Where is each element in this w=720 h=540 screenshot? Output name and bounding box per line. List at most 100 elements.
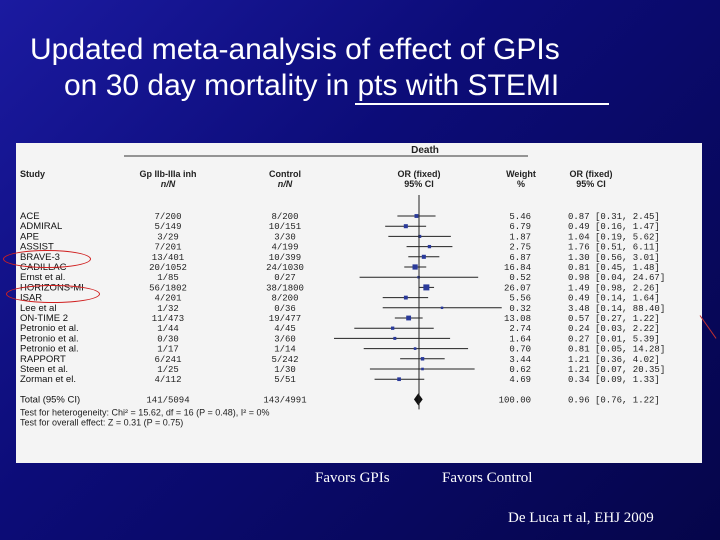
or-ci-text: 1.04 [0.19, 5.62] <box>568 232 660 242</box>
or-ci-text: 0.87 [0.31, 2.45] <box>568 212 660 222</box>
or-ci-text: 0.49 [0.14, 1.64] <box>568 294 660 304</box>
treat-value: 1/44 <box>157 324 179 334</box>
control-value: 3/60 <box>274 334 296 344</box>
weight-value: 0.32 <box>509 304 531 314</box>
study-header: Study <box>20 169 45 179</box>
favors-control-label: Favors Control <box>442 470 533 486</box>
study-name: ACE <box>20 211 40 222</box>
treat-value: 7/200 <box>154 212 181 222</box>
study-name: ADMIRAL <box>20 221 62 232</box>
weight-value: 0.70 <box>509 345 531 355</box>
treat-value: 4/201 <box>154 294 181 304</box>
control-value: 3/30 <box>274 232 296 242</box>
control-value: 10/399 <box>269 253 301 263</box>
or-ci-text: 0.81 [0.05, 14.28] <box>568 345 665 355</box>
or-ci-text: 0.98 [0.04, 24.67] <box>568 273 665 283</box>
title-underline <box>355 103 609 105</box>
point-estimate <box>397 377 401 382</box>
treat-value: 1/85 <box>157 273 179 283</box>
treat-value: 0/30 <box>157 334 179 344</box>
point-estimate <box>391 326 395 330</box>
control-value: 24/1030 <box>266 263 304 273</box>
point-estimate <box>421 254 426 259</box>
point-estimate <box>423 284 430 291</box>
favors-gpis-label: Favors GPIs <box>315 470 390 486</box>
treat-value: 1/25 <box>157 365 179 375</box>
point-estimate <box>414 214 419 218</box>
weight-value: 1.87 <box>509 232 531 242</box>
citation: De Luca rt al, EHJ 2009 <box>508 510 654 526</box>
or-ci-text: 1.30 [0.56, 3.01] <box>568 253 660 263</box>
slide-title: Updated meta-analysis of effect of GPIs … <box>30 32 700 104</box>
study-name: Petronio et al. <box>20 344 79 355</box>
total-diamond <box>413 393 423 406</box>
weight-subheader: % <box>517 179 525 189</box>
highlight-ellipse-brave3 <box>3 250 91 268</box>
overall-effect-text: Test for overall effect: Z = 0.31 (P = 0… <box>20 417 183 427</box>
point-estimate <box>406 315 412 321</box>
forest-plot-figure: Death Study Gp IIb-IIIa inh n/N Control n/N OR… <box>16 143 702 463</box>
control-value: 1/30 <box>274 365 296 375</box>
point-estimate <box>403 295 408 300</box>
control-value: 5/51 <box>274 375 296 385</box>
or-fixed-subheader: 95% CI <box>404 179 434 189</box>
treat-value: 6/241 <box>154 355 181 365</box>
or-ci-text: 1.21 [0.36, 4.02] <box>568 355 660 365</box>
point-estimate <box>412 264 418 270</box>
weight-value: 4.69 <box>509 375 531 385</box>
point-estimate <box>420 357 425 361</box>
treat-value: 56/1802 <box>149 283 187 293</box>
control-value: 19/477 <box>269 314 301 324</box>
or-ci-text: 0.27 [0.01, 5.39] <box>568 334 660 344</box>
treat-value: 13/401 <box>152 253 184 263</box>
control-value: 38/1800 <box>266 283 304 293</box>
weight-value: 5.56 <box>509 294 531 304</box>
treat-value: 1/17 <box>157 345 179 355</box>
title-line-1: Updated meta-analysis of effect of GPIs <box>30 33 560 66</box>
total-treat: 141/5094 <box>146 395 189 405</box>
weight-value: 0.62 <box>509 365 531 375</box>
treat-value: 4/112 <box>154 375 181 385</box>
weight-value: 5.46 <box>509 212 531 222</box>
control-value: 0/27 <box>274 273 296 283</box>
weight-value: 26.07 <box>504 283 531 293</box>
study-name: Petronio et al. <box>20 333 79 344</box>
point-estimate <box>427 244 432 249</box>
point-estimate <box>393 336 397 340</box>
total-or-ci: 0.96 [0.76, 1.22] <box>568 395 660 405</box>
or-ci-text: 0.49 [0.16, 1.47] <box>568 222 660 232</box>
red-annotation-line <box>699 315 717 339</box>
title-line-2: on 30 day mortality in pts with STEMI <box>64 69 560 102</box>
or-ci-text: 1.21 [0.07, 20.35] <box>568 365 665 375</box>
control-value: 5/242 <box>271 355 298 365</box>
study-name: ON-TIME 2 <box>20 313 68 324</box>
control-value: 4/45 <box>274 324 296 334</box>
study-name: Petronio et al. <box>20 323 79 334</box>
weight-value: 6.87 <box>509 253 531 263</box>
orci-subheader: 95% CI <box>576 179 606 189</box>
study-name: Ernst et al. <box>20 272 65 283</box>
treat-subheader: n/N <box>161 179 176 189</box>
control-header: Control <box>269 169 301 179</box>
treat-value: 3/29 <box>157 232 179 242</box>
control-value: 4/199 <box>271 243 298 253</box>
weight-value: 2.75 <box>509 243 531 253</box>
highlight-ellipse-horizons <box>6 285 100 303</box>
treat-value: 11/473 <box>152 314 184 324</box>
study-name: Zorman et el. <box>20 374 76 385</box>
treat-header: Gp IIb-IIIa inh <box>140 169 197 179</box>
point-estimate <box>421 367 424 371</box>
weight-value: 16.84 <box>504 263 531 273</box>
or-ci-text: 1.49 [0.98, 2.26] <box>568 283 660 293</box>
treat-value: 1/32 <box>157 304 179 314</box>
point-estimate <box>413 347 417 350</box>
study-name: RAPPORT <box>20 354 66 365</box>
control-value: 1/14 <box>274 345 296 355</box>
total-weight: 100.00 <box>499 395 531 405</box>
total-control: 143/4991 <box>263 395 306 405</box>
weight-value: 6.79 <box>509 222 531 232</box>
or-ci-text: 1.76 [0.51, 6.11] <box>568 243 660 253</box>
control-value: 8/200 <box>271 212 298 222</box>
treat-value: 20/1052 <box>149 263 187 273</box>
